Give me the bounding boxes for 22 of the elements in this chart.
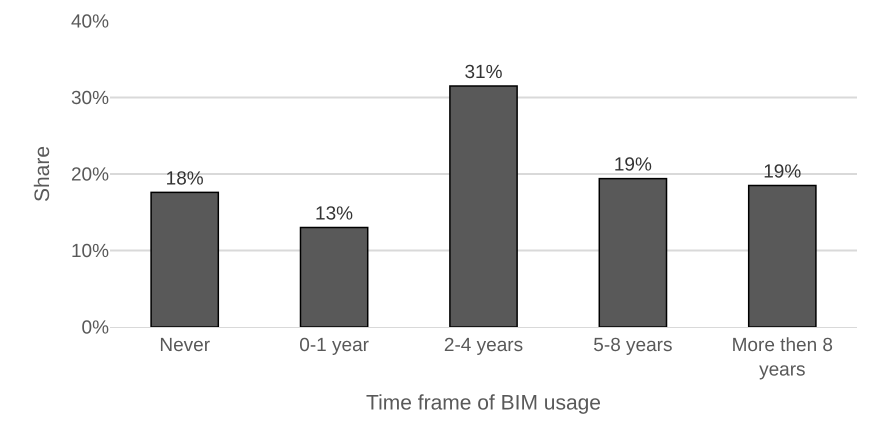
y-tick-label: 20% bbox=[70, 164, 110, 186]
x-axis-title: Time frame of BIM usage bbox=[366, 392, 601, 415]
data-label: 13% bbox=[315, 204, 354, 225]
x-tick-label: More then 8 years bbox=[732, 334, 834, 380]
x-tick-label: Never bbox=[159, 334, 211, 356]
y-tick-label: 30% bbox=[70, 88, 110, 110]
bar bbox=[449, 85, 518, 327]
data-label: 18% bbox=[166, 168, 204, 190]
data-label: 19% bbox=[763, 161, 802, 182]
y-tick-label: 0% bbox=[82, 318, 110, 339]
y-tick-label: 10% bbox=[70, 241, 110, 262]
x-tick-label: 0-1 year bbox=[299, 334, 370, 356]
bar bbox=[748, 184, 817, 327]
bar bbox=[150, 192, 220, 327]
bar bbox=[300, 226, 368, 327]
x-tick-label: 5-8 years bbox=[593, 334, 672, 356]
bar bbox=[598, 178, 668, 327]
data-label: 19% bbox=[614, 154, 652, 176]
y-axis-title: Share bbox=[31, 146, 54, 202]
x-tick-label: 2-4 years bbox=[444, 334, 524, 356]
data-label: 31% bbox=[464, 62, 503, 84]
y-tick-label: 40% bbox=[70, 12, 110, 33]
